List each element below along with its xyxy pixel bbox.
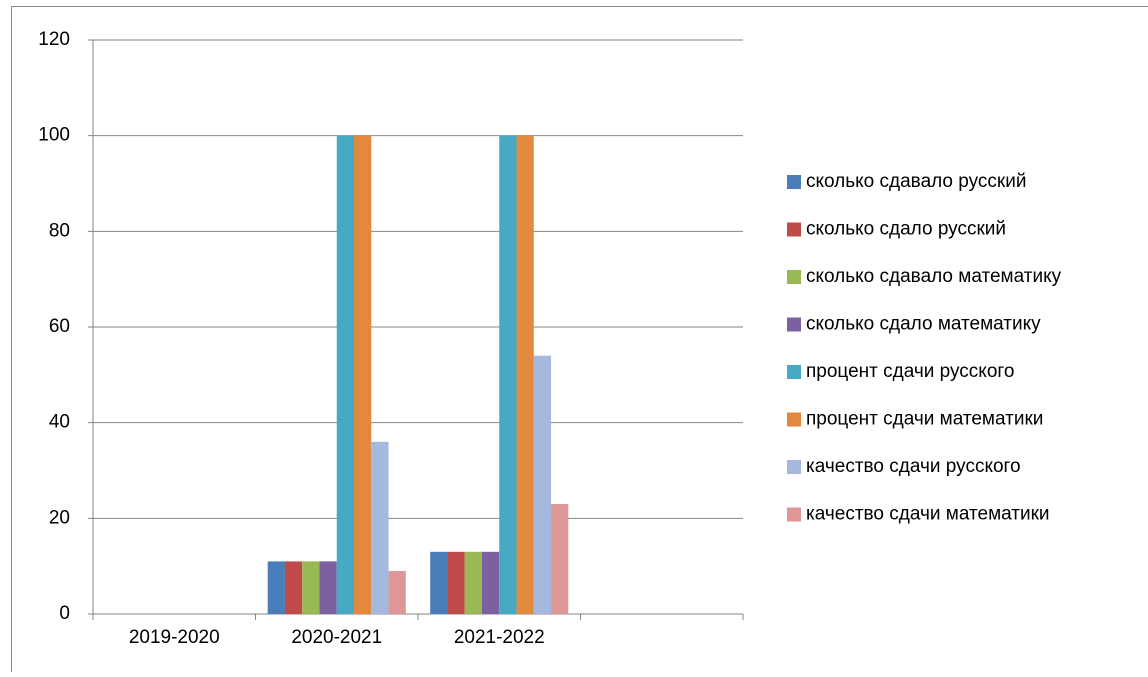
bar	[371, 442, 388, 614]
y-tick-label: 40	[49, 412, 70, 433]
y-tick-label: 20	[49, 507, 70, 528]
x-tick-label: 2020-2021	[291, 627, 382, 648]
y-tick-label: 0	[59, 603, 70, 624]
y-tick-label: 80	[49, 220, 70, 241]
legend-label: процент сдачи математики	[806, 409, 1043, 430]
legend-label: качество сдачи математики	[806, 504, 1050, 525]
bar	[354, 136, 371, 614]
bar	[319, 561, 336, 614]
y-tick-label: 100	[38, 125, 70, 146]
legend-swatch	[787, 460, 801, 474]
bar	[517, 136, 534, 614]
legend-label: сколько сдавало русский	[806, 171, 1026, 192]
legend-swatch	[787, 223, 801, 237]
legend-label: сколько сдало русский	[806, 219, 1006, 240]
x-tick-label: 2019-2020	[129, 627, 220, 648]
legend-swatch	[787, 175, 801, 189]
legend-label: сколько сдавало математику	[806, 266, 1062, 287]
bar	[534, 356, 551, 614]
bar	[447, 552, 464, 614]
x-tick-label: 2021-2022	[454, 627, 545, 648]
chart-border	[12, 7, 1148, 673]
bar	[302, 561, 319, 614]
legend-label: процент сдачи русского	[806, 361, 1014, 382]
y-tick-label: 60	[49, 316, 70, 337]
bar	[482, 552, 499, 614]
bar	[465, 552, 482, 614]
bar	[389, 571, 406, 614]
legend-swatch	[787, 413, 801, 427]
legend-swatch	[787, 508, 801, 522]
legend-swatch	[787, 318, 801, 332]
bar	[430, 552, 447, 614]
legend-label: сколько сдало математику	[806, 314, 1041, 335]
y-tick-label: 120	[38, 29, 70, 50]
bar	[285, 561, 302, 614]
bar	[551, 504, 568, 614]
legend-swatch	[787, 270, 801, 284]
legend-swatch	[787, 365, 801, 379]
legend-label: качество сдачи русского	[806, 456, 1021, 477]
bar	[337, 136, 354, 614]
bar	[499, 136, 516, 614]
bar	[268, 561, 285, 614]
